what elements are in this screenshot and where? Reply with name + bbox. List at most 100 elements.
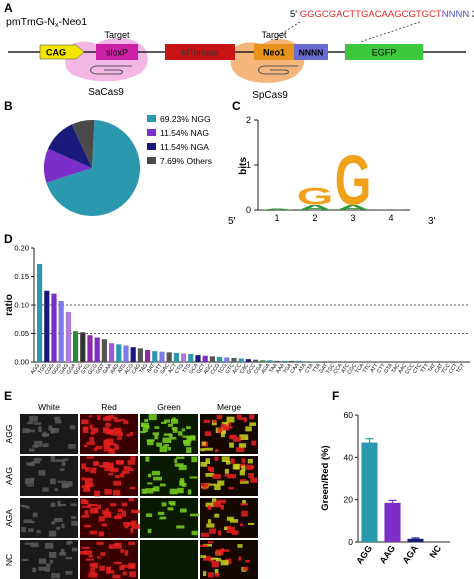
- cell-blob: [163, 444, 169, 447]
- cell-blob: [201, 532, 209, 537]
- cell-blob: [200, 448, 205, 452]
- cell-blob: [141, 488, 147, 494]
- cell-blob: [56, 526, 60, 530]
- cell-blob: [89, 437, 94, 442]
- cell-blob: [114, 515, 122, 519]
- cell-blob: [89, 504, 98, 507]
- bar-gcc: [253, 359, 259, 362]
- cell-blob: [242, 566, 249, 571]
- logo-position-2: 3: [350, 213, 355, 223]
- cell-blob: [121, 502, 127, 507]
- cell-blob: [241, 510, 248, 517]
- cell-blob: [42, 443, 49, 448]
- bar-cga: [260, 360, 266, 362]
- bar-xtick-ctg: CTG: [174, 363, 185, 375]
- micro-tile-aag-white: [20, 456, 78, 496]
- bar-ytick-label-4: 0.20: [14, 244, 29, 253]
- green-red-bar-chart: 0 20 40 60 Green/Red (%) AGG AAG AGA NC: [320, 410, 450, 566]
- bar-xtick-tcc: TCC: [441, 363, 452, 375]
- bar-ggt: [101, 339, 107, 362]
- cell-blob: [112, 574, 121, 579]
- logo-ytick-label-2: 2: [246, 115, 251, 125]
- cell-blob: [172, 427, 178, 433]
- bar-ctt: [382, 361, 388, 362]
- cell-blob: [34, 440, 43, 447]
- bar-xtick-ttc: TTC: [362, 363, 373, 375]
- f-xtick-agg: AGG: [354, 543, 374, 566]
- panel-e-letter: E: [4, 389, 12, 403]
- cell-blob: [176, 525, 185, 529]
- cell-blob: [81, 485, 91, 488]
- bar-xtick-cca: CCA: [332, 362, 344, 375]
- pie-slice-1: [44, 148, 92, 183]
- bar-ttc: [368, 361, 374, 362]
- cell-blob: [114, 444, 119, 450]
- cell-blob: [212, 419, 217, 423]
- bar-cgg: [51, 293, 57, 362]
- bar-agg: [37, 263, 43, 362]
- cell-blob: [50, 478, 56, 485]
- bar-xtick-gac: GAC: [159, 363, 171, 376]
- cell-blob: [239, 470, 245, 476]
- cell-blob: [229, 442, 234, 448]
- cell-blob: [88, 572, 97, 578]
- cell-blob: [154, 434, 159, 440]
- cell-blob: [214, 456, 219, 461]
- cell-blob: [123, 522, 131, 527]
- panel-a-letter: A: [4, 1, 13, 15]
- bar-gct: [202, 355, 208, 362]
- cell-blob: [215, 549, 224, 556]
- cell-blob: [107, 443, 116, 446]
- cell-blob: [214, 513, 220, 518]
- cell-blob: [224, 468, 229, 474]
- bar-ccc: [411, 361, 417, 362]
- logo-ytick-label-1: 1: [246, 160, 251, 170]
- logo-position-1: 2: [312, 213, 317, 223]
- bar-xtick-aaa: AAA: [275, 362, 286, 374]
- cell-blob: [84, 444, 88, 448]
- cell-blob: [113, 427, 122, 433]
- cell-blob: [121, 418, 126, 421]
- bar-xtick-ctc: CTC: [412, 363, 423, 375]
- cell-blob: [85, 486, 90, 490]
- cell-blob: [214, 484, 221, 490]
- panel-d-letter: D: [4, 232, 13, 246]
- cell-blob: [38, 426, 42, 432]
- cell-blob: [236, 447, 245, 452]
- cell-blob: [218, 530, 222, 536]
- cell-blob: [93, 447, 97, 451]
- cell-blob: [240, 523, 243, 527]
- cell-blob: [191, 530, 198, 536]
- cell-blob: [156, 442, 162, 447]
- cell-blob: [22, 428, 30, 433]
- cell-blob: [209, 467, 214, 473]
- cell-blob: [93, 507, 99, 514]
- guide-dash-right: [359, 21, 421, 43]
- cell-blob: [233, 436, 241, 442]
- micro-col-merge: Merge: [217, 402, 241, 412]
- cell-blob: [214, 569, 219, 575]
- cell-blob: [130, 456, 136, 461]
- cell-blob: [60, 548, 65, 554]
- bar-cag: [137, 348, 143, 362]
- bar-xtick-cac: CAC: [239, 362, 250, 375]
- cell-blob: [217, 480, 225, 486]
- bar-xtick-gcc: GCC: [246, 363, 258, 376]
- cell-blob: [50, 456, 56, 462]
- cell-blob: [122, 571, 127, 576]
- bar-xtick-agc: AGC: [203, 363, 215, 376]
- bar-xtick-cta: CTA: [304, 362, 315, 374]
- cell-blob: [159, 483, 166, 487]
- bar-cta: [310, 361, 316, 362]
- bar-xtick-caa: CAA: [289, 362, 300, 375]
- bar-gga: [73, 331, 79, 362]
- bar-xtick-att: ATT: [369, 362, 380, 374]
- bar-xtick-cgc: CGC: [347, 363, 359, 376]
- cell-blob: [106, 462, 114, 469]
- cell-blob: [211, 561, 219, 568]
- panel-b: B 69.23% NGG 11.54% NAG 11.54% NGA 7.69% Ot…: [4, 99, 212, 216]
- cell-blob: [181, 428, 186, 432]
- cell-blob: [213, 501, 221, 508]
- cell-blob: [93, 572, 98, 576]
